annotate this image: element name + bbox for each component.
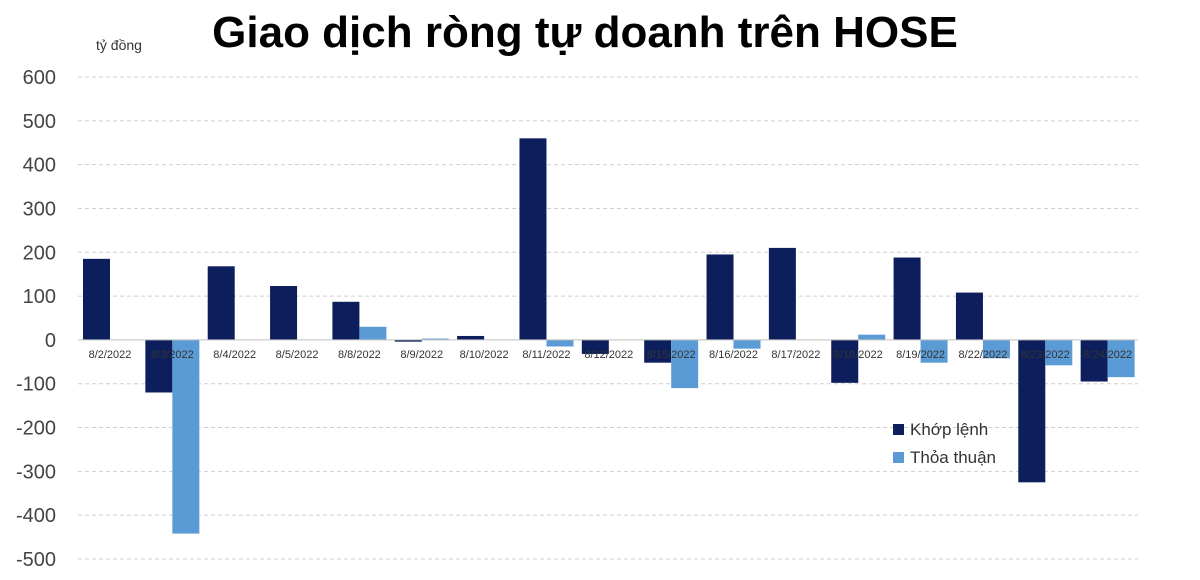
x-tick-label: 8/9/2022 <box>400 349 443 361</box>
bar <box>706 254 734 340</box>
x-tick-label: 8/22/2022 <box>958 349 1007 361</box>
bar <box>1018 339 1046 483</box>
bar <box>581 339 609 354</box>
y-axis-unit-label: tỷ đồng <box>96 37 142 53</box>
bar <box>207 266 235 340</box>
bar <box>733 339 761 349</box>
x-tick-label: 8/15/2022 <box>647 349 696 361</box>
legend-label: Khớp lệnh <box>910 420 988 439</box>
bar <box>145 339 173 393</box>
x-tick-label: 8/24/2022 <box>1083 349 1132 361</box>
bar <box>644 339 672 363</box>
y-tick-label: -500 <box>16 549 56 571</box>
x-tick-label: 8/16/2022 <box>709 349 758 361</box>
bar <box>359 326 387 340</box>
x-tick-label: 8/8/2022 <box>338 349 381 361</box>
bars <box>83 138 1135 534</box>
legend-label: Thỏa thuận <box>910 448 996 467</box>
bar <box>768 247 796 340</box>
bar <box>83 258 110 340</box>
bar <box>421 338 449 340</box>
x-tick-label: 8/11/2022 <box>522 349 570 361</box>
x-axis-ticks: 8/2/2022 8/3/2022 8/4/2022 8/5/2022 8/8/2022… <box>89 349 1133 361</box>
y-tick-label: 300 <box>23 198 56 220</box>
y-tick-label: -300 <box>16 461 56 483</box>
y-tick-label: 500 <box>23 111 56 133</box>
bar <box>955 292 983 340</box>
bar <box>172 339 200 534</box>
y-tick-label: -100 <box>16 374 56 396</box>
bar <box>893 257 921 340</box>
x-tick-label: 8/12/2022 <box>584 349 633 361</box>
bar <box>394 339 422 342</box>
y-tick-label: 0 <box>45 330 56 352</box>
x-tick-label: 8/18/2022 <box>834 349 883 361</box>
legend: Khớp lệnh Thỏa thuận <box>893 420 996 467</box>
bar <box>270 286 298 340</box>
bar <box>1045 339 1073 366</box>
y-tick-label: -200 <box>16 418 56 440</box>
x-tick-label: 8/2/2022 <box>89 349 132 361</box>
legend-swatch <box>893 424 904 435</box>
x-tick-label: 8/3/2022 <box>151 349 194 361</box>
bar <box>831 339 859 383</box>
x-tick-label: 8/5/2022 <box>276 349 319 361</box>
bar <box>858 334 886 340</box>
x-tick-label: 8/17/2022 <box>771 349 820 361</box>
y-tick-label: 200 <box>23 242 56 264</box>
y-axis-ticks: 600 500 400 300 200 100 0 -100 -200 -300 -400 -500 <box>16 67 56 571</box>
bar <box>332 301 360 340</box>
legend-swatch <box>893 452 904 463</box>
bar <box>546 339 574 347</box>
y-tick-label: -400 <box>16 505 56 527</box>
bar <box>920 339 948 363</box>
x-tick-label: 8/23/2022 <box>1021 349 1070 361</box>
x-tick-label: 8/4/2022 <box>213 349 256 361</box>
bar <box>1107 339 1135 378</box>
y-tick-label: 100 <box>23 286 56 308</box>
bar <box>519 138 547 340</box>
bar <box>1080 339 1108 382</box>
bar <box>457 335 485 340</box>
bar <box>671 339 699 389</box>
x-tick-label: 8/19/2022 <box>896 349 945 361</box>
y-tick-label: 600 <box>23 67 56 89</box>
y-tick-label: 400 <box>23 155 56 177</box>
chart-title: Giao dịch ròng tự doanh trên HOSE <box>212 8 958 57</box>
x-tick-label: 8/10/2022 <box>460 349 509 361</box>
bar <box>982 339 1010 359</box>
